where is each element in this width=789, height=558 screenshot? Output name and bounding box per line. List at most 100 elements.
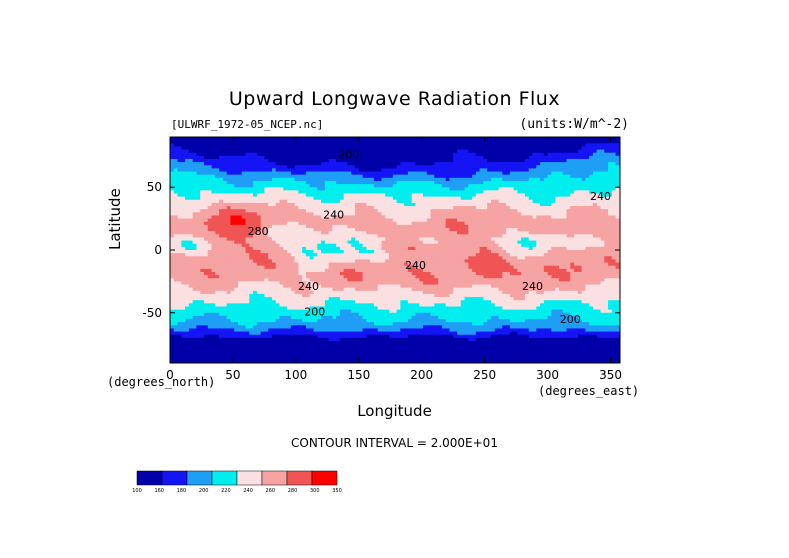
heatmap-cell [211, 253, 216, 257]
heatmap-cell [200, 177, 205, 182]
heatmap-cell [305, 234, 311, 239]
heatmap-cell [343, 256, 349, 261]
heatmap-cell [502, 162, 507, 166]
heatmap-cell [453, 246, 458, 251]
heatmap-cell [200, 224, 205, 229]
heatmap-cell [494, 165, 500, 169]
heatmap-cell [479, 215, 485, 220]
heatmap-cell [264, 149, 269, 154]
heatmap-cell [294, 184, 299, 188]
heatmap-cell [324, 256, 330, 261]
heatmap-cell [170, 237, 175, 242]
heatmap-cell [351, 174, 356, 179]
heatmap-cell [464, 218, 469, 223]
heatmap-cell [438, 180, 443, 185]
heatmap-cell [317, 206, 322, 210]
heatmap-cell [562, 218, 568, 223]
heatmap-cell [494, 196, 500, 201]
heatmap-cell [426, 221, 432, 226]
heatmap-cell [608, 174, 613, 179]
heatmap-cell [558, 199, 564, 204]
heatmap-cell [574, 224, 579, 229]
heatmap-cell [237, 184, 243, 188]
heatmap-cell [472, 215, 477, 220]
heatmap-cell [245, 149, 250, 154]
heatmap-cell [608, 240, 613, 245]
heatmap-cell [404, 152, 409, 157]
heatmap-cell [604, 202, 609, 207]
heatmap-cell [230, 259, 235, 264]
heatmap-cell [358, 177, 364, 182]
heatmap-cell [305, 180, 311, 185]
heatmap-cell [313, 158, 318, 163]
heatmap-cell [373, 215, 379, 220]
heatmap-cell [245, 221, 250, 226]
heatmap-cell [574, 262, 579, 267]
heatmap-cell [604, 231, 609, 235]
heatmap-cell [543, 190, 549, 195]
heatmap-cell [200, 162, 205, 166]
heatmap-cell [426, 259, 432, 264]
heatmap-cell [411, 199, 417, 204]
heatmap-cell [347, 215, 352, 220]
heatmap-cell [234, 143, 239, 148]
heatmap-cell [351, 250, 356, 254]
heatmap-cell [487, 143, 492, 148]
heatmap-cell [355, 158, 360, 163]
heatmap-cell [611, 199, 617, 204]
heatmap-cell [487, 240, 492, 245]
heatmap-cell [589, 237, 594, 242]
heatmap-cell [460, 253, 466, 257]
heatmap-cell [468, 171, 473, 176]
heatmap-cell [389, 262, 394, 267]
heatmap-cell [521, 177, 526, 182]
heatmap-cell [532, 180, 537, 185]
heatmap-cell [487, 187, 492, 191]
heatmap-cell [562, 202, 568, 207]
heatmap-cell [283, 221, 288, 226]
heatmap-cell [370, 193, 375, 198]
heatmap-cell [570, 240, 575, 245]
heatmap-cell [411, 187, 417, 191]
heatmap-cell [253, 187, 258, 191]
heatmap-cell [543, 209, 549, 213]
heatmap-cell [498, 231, 503, 235]
heatmap-cell [415, 180, 420, 185]
heatmap-cell [490, 212, 496, 217]
heatmap-cell [453, 146, 458, 151]
heatmap-cell [430, 215, 435, 220]
heatmap-cell [498, 262, 503, 267]
heatmap-cell [426, 262, 432, 267]
heatmap-cell [611, 202, 617, 207]
heatmap-cell [336, 162, 341, 166]
heatmap-cell [506, 231, 511, 235]
heatmap-cell [249, 143, 254, 148]
heatmap-cell [275, 228, 281, 232]
heatmap-cell [494, 168, 500, 173]
heatmap-cell [475, 231, 481, 235]
heatmap-cell [294, 234, 299, 239]
heatmap-cell [592, 237, 598, 242]
heatmap-cell [324, 240, 330, 245]
heatmap-cell [407, 184, 413, 188]
heatmap-cell [464, 212, 469, 217]
heatmap-cell [358, 262, 364, 267]
heatmap-cell [351, 246, 356, 251]
heatmap-cell [611, 174, 617, 179]
heatmap-cell [313, 202, 318, 207]
heatmap-cell [249, 240, 254, 245]
heatmap-cell [185, 206, 190, 210]
heatmap-cell [547, 146, 552, 151]
heatmap-cell [589, 250, 594, 254]
heatmap-cell [415, 262, 420, 267]
heatmap-cell [185, 218, 190, 223]
heatmap-cell [604, 162, 609, 166]
heatmap-cell [502, 174, 507, 179]
heatmap-cell [392, 199, 398, 204]
heatmap-cell [222, 143, 228, 148]
heatmap-cell [551, 174, 556, 179]
heatmap-cell [479, 152, 485, 157]
heatmap-cell [513, 196, 519, 201]
heatmap-cell [268, 215, 273, 220]
heatmap-cell [328, 224, 333, 229]
